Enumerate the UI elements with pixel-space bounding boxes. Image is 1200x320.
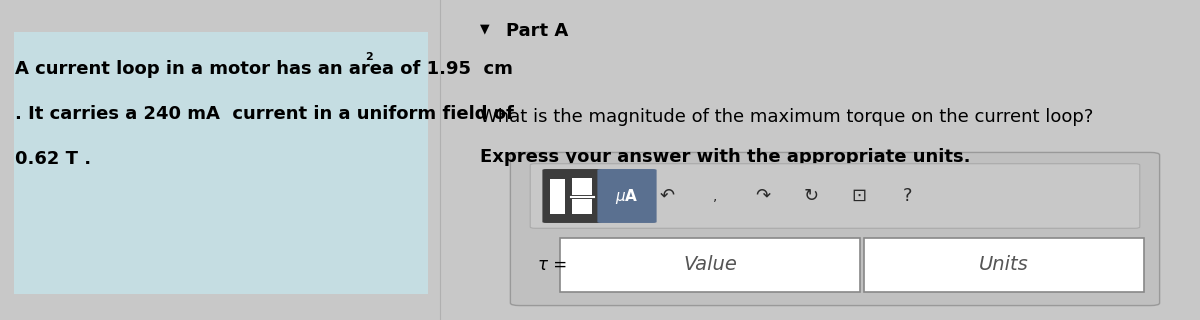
Text: ,: , xyxy=(713,189,718,203)
Text: Part A: Part A xyxy=(506,22,569,40)
Text: . It carries a 240 mA  current in a uniform field of: . It carries a 240 mA current in a unifo… xyxy=(14,105,514,123)
Text: $\mu$A: $\mu$A xyxy=(616,187,638,205)
Text: ↶: ↶ xyxy=(660,187,674,205)
Text: ↷: ↷ xyxy=(756,187,770,205)
Text: ⊡: ⊡ xyxy=(852,187,866,205)
Text: Express your answer with the appropriate units.: Express your answer with the appropriate… xyxy=(480,148,971,166)
Text: Value: Value xyxy=(683,255,737,275)
Text: ?: ? xyxy=(902,187,912,205)
Text: What is the magnitude of the maximum torque on the current loop?: What is the magnitude of the maximum tor… xyxy=(480,108,1093,126)
FancyBboxPatch shape xyxy=(864,238,1144,292)
Bar xyxy=(572,178,592,195)
FancyBboxPatch shape xyxy=(560,238,860,292)
FancyBboxPatch shape xyxy=(598,169,656,223)
Text: τ =: τ = xyxy=(538,256,568,274)
FancyBboxPatch shape xyxy=(510,152,1159,306)
Bar xyxy=(550,179,565,214)
Text: ▼: ▼ xyxy=(480,22,490,35)
Text: A current loop in a motor has an area of 1.95  cm: A current loop in a motor has an area of… xyxy=(14,60,512,78)
Text: Units: Units xyxy=(979,255,1028,275)
Bar xyxy=(572,199,592,214)
Text: 2: 2 xyxy=(365,52,373,62)
Text: ↻: ↻ xyxy=(804,187,818,205)
FancyBboxPatch shape xyxy=(542,169,601,223)
FancyBboxPatch shape xyxy=(530,164,1140,228)
FancyBboxPatch shape xyxy=(14,32,428,294)
Text: 0.62 T .: 0.62 T . xyxy=(14,150,91,168)
